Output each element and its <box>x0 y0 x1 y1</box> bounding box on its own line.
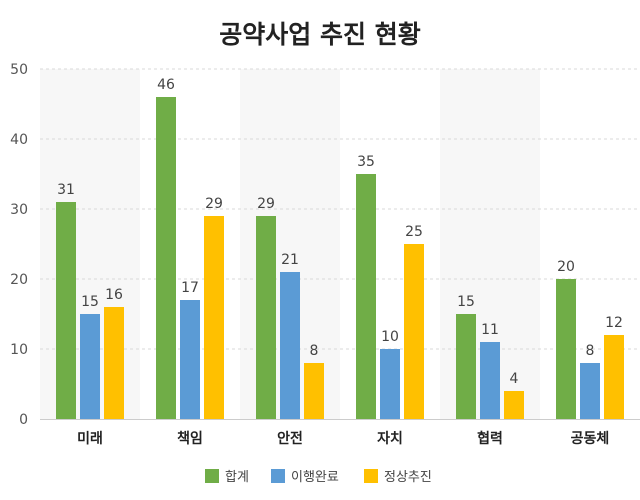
y-tick-label: 40 <box>10 132 28 148</box>
bar-정상추진 <box>304 363 324 419</box>
bar-합계 <box>356 174 376 419</box>
bar-합계 <box>156 97 176 419</box>
data-label: 4 <box>510 371 519 387</box>
y-tick-label: 30 <box>10 202 28 218</box>
bar-정상추진 <box>404 244 424 419</box>
y-tick-label: 0 <box>19 412 28 428</box>
data-label: 8 <box>310 343 319 359</box>
data-label: 10 <box>381 329 399 345</box>
legend-label: 정상추진 <box>384 470 432 485</box>
data-label: 20 <box>557 259 575 275</box>
y-tick-label: 50 <box>10 62 28 78</box>
x-tick-label: 안전 <box>277 430 303 447</box>
bar-정상추진 <box>504 391 524 419</box>
x-tick-label: 미래 <box>77 431 103 447</box>
data-label: 21 <box>281 252 299 268</box>
data-label: 15 <box>457 294 475 310</box>
data-label: 25 <box>405 224 423 240</box>
data-label: 12 <box>605 315 623 331</box>
bar-합계 <box>556 279 576 419</box>
bar-정상추진 <box>204 216 224 419</box>
data-label: 46 <box>157 77 175 93</box>
data-label: 29 <box>257 196 275 212</box>
data-label: 35 <box>357 154 375 170</box>
bar-정상추진 <box>604 335 624 419</box>
legend-label: 이행완료 <box>291 469 339 485</box>
bar-이행완료 <box>380 349 400 419</box>
data-label: 8 <box>586 343 595 359</box>
bar-이행완료 <box>180 300 200 419</box>
legend-swatch <box>271 469 285 483</box>
legend-label: 합계 <box>225 470 249 485</box>
x-tick-label: 책임 <box>177 431 203 447</box>
data-label: 11 <box>481 322 499 338</box>
data-label: 29 <box>205 196 223 212</box>
bar-이행완료 <box>280 272 300 419</box>
bar-이행완료 <box>80 314 100 419</box>
bar-이행완료 <box>480 342 500 419</box>
bar-정상추진 <box>104 307 124 419</box>
chart-title: 공약사업 추진 현황 <box>219 20 420 49</box>
y-tick-label: 20 <box>10 272 28 288</box>
y-tick-label: 10 <box>10 342 28 358</box>
legend-swatch <box>205 469 219 483</box>
legend-swatch <box>364 469 378 483</box>
data-label: 15 <box>81 294 99 310</box>
x-tick-label: 자치 <box>377 431 403 447</box>
x-tick-label: 협력 <box>477 431 503 447</box>
bar-합계 <box>56 202 76 419</box>
bar-합계 <box>256 216 276 419</box>
data-label: 17 <box>181 280 199 296</box>
data-label: 31 <box>57 182 75 198</box>
data-label: 16 <box>105 287 123 303</box>
x-tick-label: 공동체 <box>571 431 610 447</box>
bar-합계 <box>456 314 476 419</box>
bar-이행완료 <box>580 363 600 419</box>
